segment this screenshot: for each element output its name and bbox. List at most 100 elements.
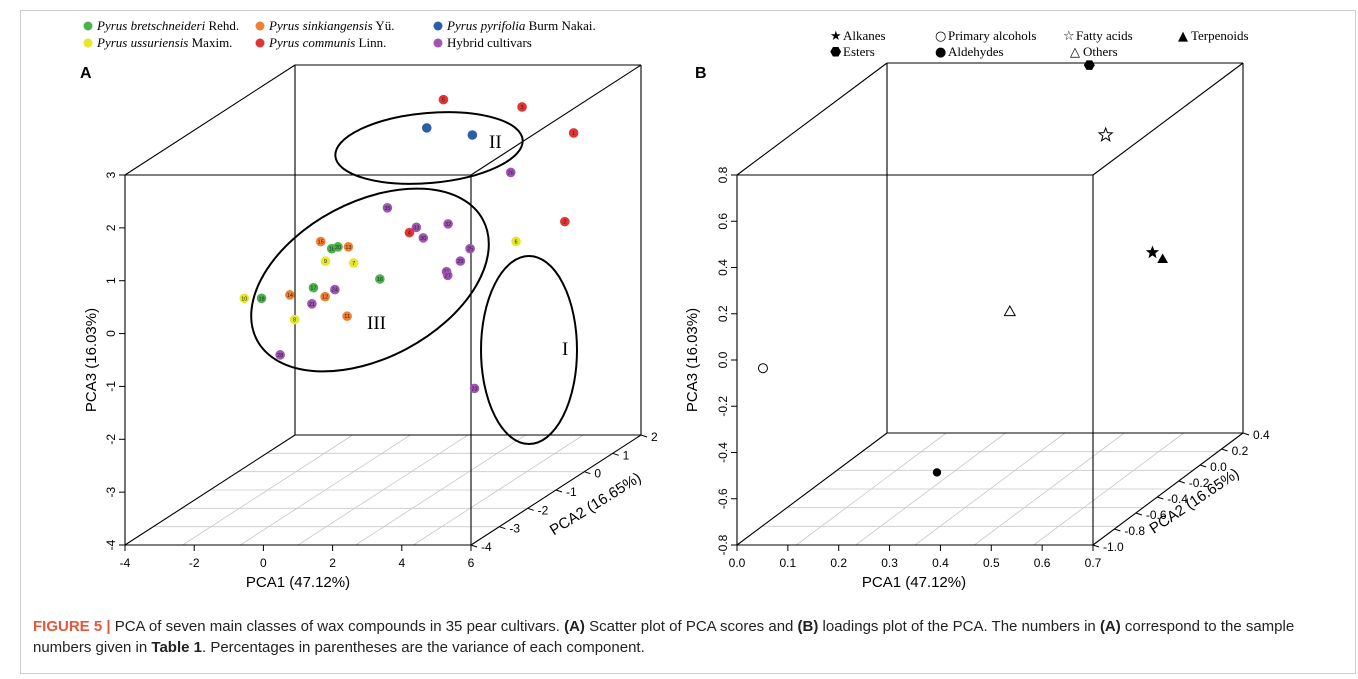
panel-b-legend-label: Esters	[843, 44, 875, 59]
panel-b-legend-label: Primary alcohols	[948, 28, 1036, 43]
panel-a-point-label: 21	[309, 302, 315, 308]
panel-a-point	[411, 222, 422, 233]
panel-a-y-tick	[470, 544, 478, 548]
panel-b-legend-label: Others	[1083, 44, 1118, 59]
panel-b-y-tick	[1135, 512, 1143, 516]
panel-a-z-tick-label: 2	[104, 224, 118, 231]
panel-b-legend-label: Alkanes	[843, 28, 886, 43]
panel-b-y-tick	[1178, 480, 1185, 484]
panel-a-x-tick-label: -4	[120, 556, 131, 570]
panel-b-z-axis-label: PCA3 (16.03%)	[684, 308, 701, 412]
panel-a-point	[320, 291, 330, 302]
panel-a-point-label: 12	[322, 295, 328, 301]
panel-b-y-tick	[1157, 496, 1164, 500]
panel-a-z-tick-label: -4	[104, 539, 118, 550]
panel-a-point-label: 7	[352, 261, 355, 267]
panel-a-point-label: 17	[310, 286, 316, 292]
caption-text-5: . Percentages in parentheses are the var…	[201, 639, 645, 656]
panel-a-legend-swatch	[255, 38, 265, 48]
panel-a-point	[568, 128, 579, 138]
panel-b-z-tick-label: -0.8	[716, 534, 730, 555]
panel-a-legend-entry: Pyrus bretschneideri Rehd.	[96, 18, 239, 33]
panel-a-legend-entry: Pyrus ussuriensis Maxim.	[96, 35, 232, 50]
figure-frame	[20, 10, 1356, 674]
figure-label: FIGURE 5 |	[33, 618, 111, 635]
panel-b-z-tick-label: -0.2	[716, 396, 730, 417]
panel-a-legend-swatch	[83, 21, 93, 31]
panel-a-point-label: 27	[445, 273, 451, 279]
panel-a-y-tick	[555, 489, 563, 493]
panel-a-point	[315, 236, 326, 247]
panel-a-x-axis-label: PCA1 (47.12%)	[246, 574, 350, 591]
panel-a-point	[289, 314, 300, 325]
panel-b-x-tick-label: 0.5	[983, 556, 1000, 570]
panel-a-point-label: 5	[442, 98, 445, 104]
panel-a-x-tick-label: 2	[329, 556, 336, 570]
panel-b-legend-label: Fatty acids	[1076, 28, 1133, 43]
panel-a-y-tick	[612, 452, 619, 456]
panel-b-y-tick	[1092, 544, 1100, 548]
panel-a-point	[467, 130, 478, 140]
panel-a-box-edge	[124, 434, 296, 546]
panel-a-point	[343, 242, 354, 252]
panel-a-point-label: 1	[572, 131, 575, 137]
panel-a-point-label: 19	[259, 296, 265, 302]
panel-a-box-edge	[470, 64, 642, 176]
panel-a-y-tick	[527, 507, 534, 511]
panel-a-point	[239, 293, 250, 304]
panel-a-point-label: 6	[515, 239, 518, 245]
panel-a-y-tick-label: 0	[594, 467, 601, 481]
panel-a-legend-swatch	[433, 38, 443, 48]
panel-a-point-label: 11	[344, 314, 350, 320]
panel-a-legend-entry: Pyrus pyrifolia Burm Nakai.	[446, 18, 596, 33]
panel-b-legend-symbol: ☆	[1063, 29, 1075, 44]
caption-text-4: correspond to the sample numbers given i…	[33, 618, 1295, 656]
panel-a-point	[421, 123, 432, 133]
panel-b-point-others	[1003, 304, 1017, 317]
panel-a-point	[517, 102, 527, 112]
panel-a-y-tick	[499, 526, 506, 530]
panel-b-y-tick	[1199, 464, 1207, 468]
panel-b-z-tick-label: 0.0	[716, 351, 730, 368]
panel-a-group-i-label: I	[562, 339, 568, 360]
panel-b-point-fatty-acids	[1097, 126, 1114, 142]
panel-a-point-label: 23	[471, 386, 477, 392]
panel-a-point-label: 15	[318, 240, 324, 246]
panel-a-point-label: 20	[335, 245, 341, 251]
panel-a-point-label: 32	[445, 222, 451, 228]
panel-a-legend-swatch	[255, 21, 265, 31]
panel-a-point-label: 9	[324, 259, 327, 265]
panel-a-point	[275, 350, 285, 360]
panel-b-y-tick-label: -0.2	[1189, 476, 1210, 490]
panel-a-point	[469, 383, 480, 394]
panel-b-y-tick-label: -0.4	[1167, 492, 1188, 506]
panel-a-box-edge	[124, 64, 296, 176]
panel-b-x-tick-label: 0.0	[729, 556, 746, 570]
panel-b-z-tick-label: 0.8	[716, 166, 730, 183]
panel-b-y-tick-label: 0.4	[1253, 428, 1270, 442]
panel-a-point-label: 18	[329, 247, 335, 253]
panel-a-x-tick-label: 6	[468, 556, 475, 570]
panel-a-point-label: 14	[287, 293, 293, 299]
panel-a-y-tick-label: -1	[566, 485, 577, 499]
panel-b-z-tick-label: 0.2	[716, 305, 730, 322]
panel-a-point	[418, 233, 429, 243]
panel-b-point-primary-alcohols	[757, 363, 768, 374]
panel-a-group-ii-ellipse	[334, 111, 524, 185]
panel-b-legend-symbol: ●	[935, 45, 946, 60]
caption-ref-b: (B)	[797, 618, 819, 635]
panel-a-x-tick-label: 0	[260, 556, 267, 570]
panel-a-point	[560, 216, 570, 227]
panel-a-point-label: 8	[293, 318, 296, 324]
panel-b-point-alkanes	[1145, 245, 1160, 259]
caption-text-1: PCA of seven main classes of wax compoun…	[110, 618, 565, 635]
panel-a-point-label: 3	[521, 105, 524, 111]
panel-b-x-tick-label: 0.4	[932, 556, 949, 570]
panel-b-y-tick-label: -0.6	[1146, 508, 1167, 522]
panel-b-box-edge	[736, 62, 888, 176]
panel-a-point-label: 33	[413, 225, 419, 231]
panel-a-legend-entry: Pyrus sinkiangensis Yü.	[268, 18, 395, 33]
panel-b-legend-label: Terpenoids	[1191, 28, 1249, 43]
